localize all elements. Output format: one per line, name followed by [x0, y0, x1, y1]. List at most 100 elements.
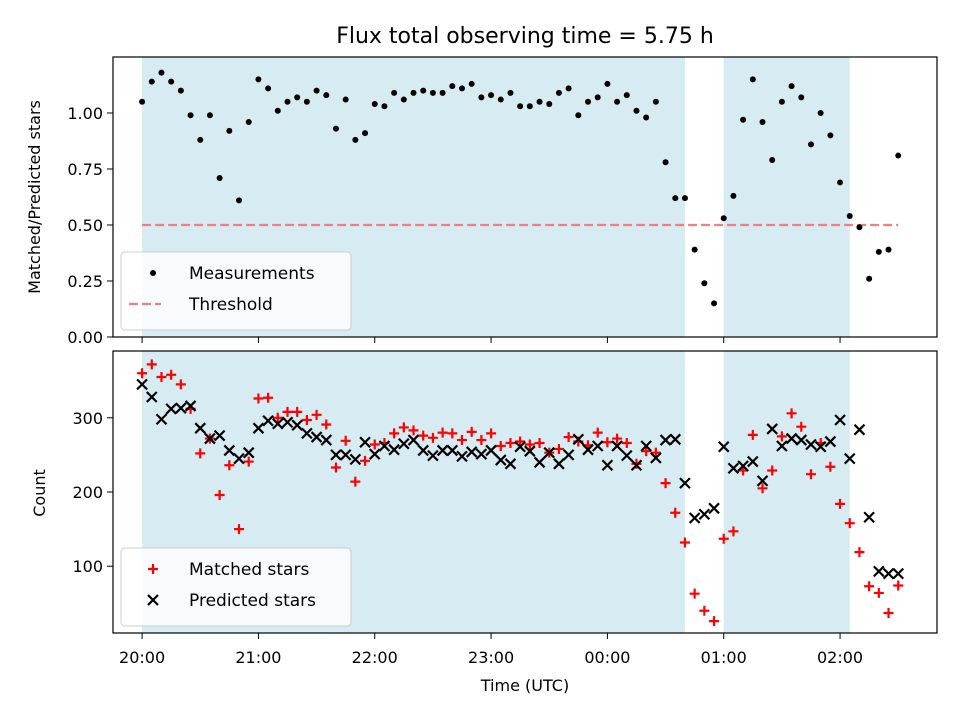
- matched-star-point: [767, 465, 778, 476]
- matched-star-point: [786, 408, 797, 419]
- measurement-point: [827, 132, 834, 139]
- measurement-point: [526, 103, 533, 110]
- measurement-point: [381, 103, 388, 110]
- matched-star-point: [524, 439, 535, 450]
- measurement-point: [575, 112, 582, 119]
- predicted-star-point: [339, 449, 352, 461]
- bottom-y-tick-label: 200: [72, 483, 103, 502]
- legend-marker-predicted: [147, 594, 159, 606]
- matched-star-point: [864, 581, 875, 592]
- measurement-point: [701, 280, 708, 287]
- matched-star-point: [796, 421, 807, 432]
- predicted-star-point: [485, 444, 497, 457]
- predicted-star-point: [465, 446, 478, 458]
- predicted-star-point: [640, 440, 652, 452]
- predicted-star-point: [747, 455, 759, 468]
- predicted-star-point: [795, 434, 808, 446]
- predicted-star-point: [281, 416, 294, 429]
- predicted-star-point: [456, 450, 468, 463]
- predicted-star-point: [679, 477, 691, 489]
- measurement-point: [604, 80, 611, 87]
- predicted-star-point: [814, 440, 827, 453]
- predicted-star-point: [582, 443, 594, 456]
- predicted-star-point: [494, 454, 507, 466]
- matched-star-point: [195, 448, 206, 459]
- matched-star-point: [321, 419, 332, 430]
- predicted-star-point: [291, 419, 303, 431]
- predicted-star-point: [427, 449, 439, 462]
- predicted-star-point: [204, 432, 216, 445]
- top-panel: 0.00 0.25 0.50 0.75 1.00 Measurements Threshol…: [67, 56, 938, 347]
- measurement-point: [672, 195, 679, 202]
- legend-label: Measurements: [189, 264, 315, 284]
- measurement-point: [158, 69, 165, 76]
- top-y-tick-label: 1.00: [67, 104, 103, 123]
- legend-label: Matched stars: [189, 560, 309, 580]
- predicted-star-point: [436, 444, 449, 457]
- matched-star-point: [621, 438, 632, 449]
- predicted-star-point: [892, 567, 905, 580]
- measurement-point: [216, 174, 223, 181]
- measurement-point: [546, 101, 553, 108]
- matched-star-point: [776, 431, 787, 442]
- predicted-star-point: [553, 458, 565, 470]
- measurement-point: [410, 89, 417, 96]
- predicted-star-point: [591, 440, 604, 452]
- measurement-point: [652, 98, 659, 105]
- predicted-star-point: [630, 459, 643, 472]
- predicted-star-point: [776, 440, 788, 452]
- measurement-point: [236, 197, 243, 204]
- matched-star-point: [369, 439, 380, 450]
- measurement-point: [362, 130, 369, 137]
- matched-star-point: [515, 436, 526, 447]
- measurement-point: [342, 96, 349, 103]
- measurement-point: [197, 136, 204, 143]
- matched-star-point: [718, 533, 729, 544]
- predicted-star-point: [145, 391, 158, 403]
- predicted-star-point: [543, 446, 556, 459]
- matched-star-point: [166, 369, 177, 380]
- top-shaded-interval: [723, 57, 850, 337]
- measurement-point: [769, 157, 776, 164]
- measurement-point: [255, 76, 262, 83]
- matched-star-point: [437, 427, 448, 438]
- predicted-star-point: [301, 427, 313, 440]
- measurement-point: [536, 98, 543, 105]
- measurement-point: [226, 127, 233, 134]
- measurement-point: [817, 110, 824, 116]
- predicted-star-point: [272, 417, 284, 430]
- predicted-star-point: [873, 565, 885, 578]
- measurement-point: [662, 159, 669, 166]
- predicted-star-point: [223, 444, 236, 457]
- predicted-star-point: [863, 511, 875, 524]
- x-tick-label: 20:00: [119, 648, 165, 667]
- predicted-star-point: [252, 422, 265, 434]
- measurement-point: [323, 92, 330, 99]
- measurement-point: [332, 125, 339, 132]
- measurement-point: [778, 98, 785, 105]
- measurement-point: [352, 136, 359, 143]
- matched-star-point: [835, 498, 846, 509]
- measurement-point: [837, 179, 844, 186]
- x-tick-label: 22:00: [352, 648, 398, 667]
- predicted-star-point: [155, 413, 168, 426]
- measurement-point: [313, 87, 320, 94]
- matched-star-point: [476, 435, 487, 446]
- matched-star-point: [650, 447, 661, 458]
- top-y-tick-label: 0.75: [67, 160, 103, 179]
- matched-star-point: [854, 547, 865, 558]
- matched-star-point: [427, 432, 438, 443]
- x-tick-label: 01:00: [701, 648, 747, 667]
- matched-star-point: [728, 526, 739, 537]
- measurement-point: [497, 96, 504, 103]
- predicted-star-point: [785, 432, 798, 445]
- measurement-point: [187, 112, 194, 119]
- predicted-star-point: [475, 448, 488, 460]
- predicted-star-point: [242, 446, 255, 459]
- measurement-point: [265, 85, 272, 92]
- predicted-star-point: [698, 508, 711, 521]
- predicted-star-point: [824, 435, 837, 448]
- matched-star-point: [486, 428, 497, 439]
- measurement-point: [846, 213, 853, 220]
- predicted-star-point: [417, 444, 429, 457]
